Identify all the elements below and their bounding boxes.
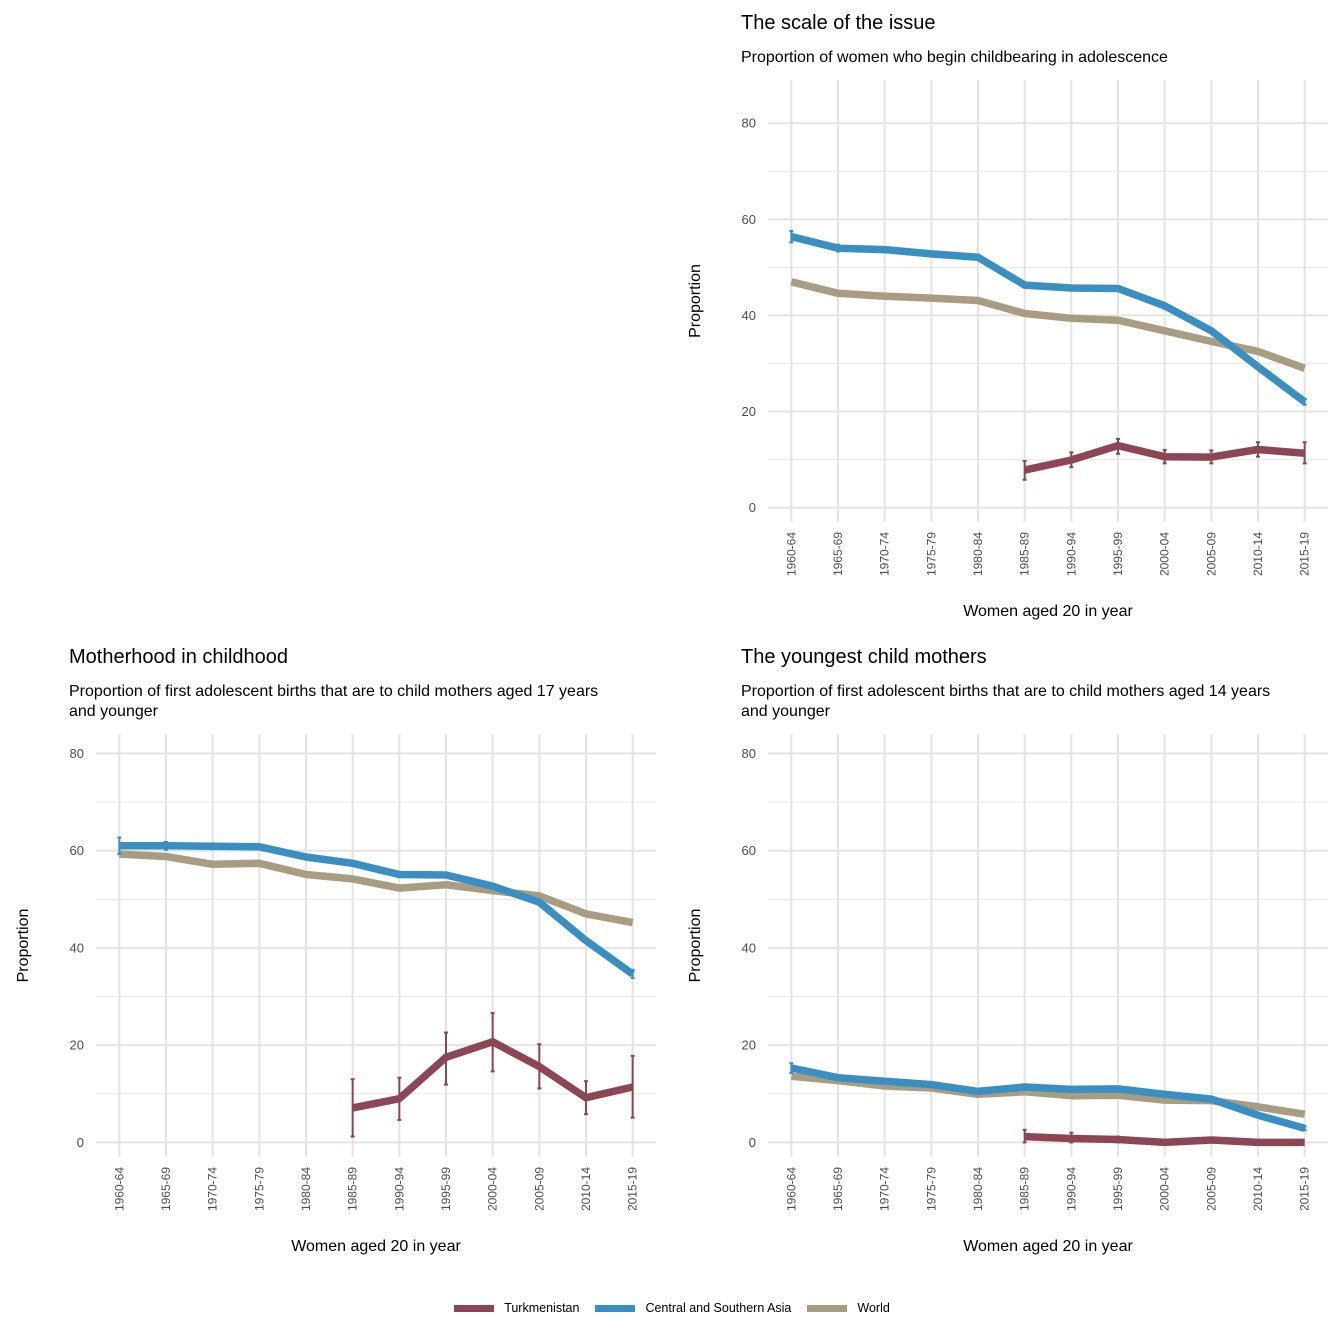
chart-panel-youngest: The youngest child mothers Proportion of… — [672, 642, 1344, 1272]
x-tick-label: 1970-74 — [878, 532, 892, 576]
y-tick-label: 40 — [742, 308, 756, 323]
series-line-world — [790, 278, 1306, 372]
series-line-central-and-southern-asia — [119, 842, 635, 978]
chart-svg: 0 20 40 60 80 1960-64 1965-69 1970-74 1975-79 198… — [687, 80, 1328, 620]
x-tick-label: 1970-74 — [206, 1167, 220, 1211]
x-tick-label: 1975-79 — [924, 532, 938, 576]
x-tick-label: 1980-84 — [299, 1167, 313, 1211]
legend-item: Turkmenistan — [454, 1301, 579, 1315]
x-tick-label: 1995-99 — [1111, 532, 1125, 576]
legend-key-central-southern-asia — [595, 1304, 636, 1312]
x-tick-label: 2010-14 — [579, 1167, 593, 1211]
chart-subtitle: Proportion of first adolescent births th… — [741, 683, 1271, 720]
x-tick-label: 1970-74 — [878, 1167, 892, 1211]
chart-panel-motherhood: Motherhood in childhood Proportion of fi… — [0, 642, 672, 1272]
x-tick-label: 1990-94 — [1064, 532, 1078, 576]
legend-item: World — [807, 1301, 890, 1315]
legend: Turkmenistan Central and Southern Asia W… — [0, 1296, 1344, 1320]
x-tick-label: 1975-79 — [924, 1167, 938, 1211]
y-tick-label: 20 — [742, 404, 756, 419]
x-tick-label: 1965-69 — [831, 1167, 845, 1211]
x-axis-title: Women aged 20 in year — [291, 1238, 461, 1255]
x-tick-label: 2015-19 — [1298, 1167, 1312, 1211]
x-tick-label: 1985-89 — [346, 1167, 360, 1211]
chart-title: Motherhood in childhood — [69, 646, 289, 668]
x-tick-label: 1980-84 — [971, 1167, 985, 1211]
x-axis-title: Women aged 20 in year — [963, 603, 1133, 620]
x-tick-label: 2010-14 — [1251, 532, 1265, 576]
y-tick-label: 40 — [742, 940, 756, 955]
legend-label: World — [857, 1301, 890, 1315]
y-tick-label: 20 — [742, 1038, 756, 1053]
y-tick-label: 60 — [742, 212, 756, 227]
chart-svg: 0 20 40 60 80 1960-64 1965-69 1970-74 1975-79 198… — [15, 734, 656, 1255]
x-tick-label: 2005-09 — [532, 1167, 546, 1211]
legend-key-turkmenistan — [454, 1304, 495, 1312]
x-axis-title: Women aged 20 in year — [963, 1238, 1133, 1255]
legend-key-world — [807, 1304, 848, 1312]
chart-svg: 0 20 40 60 80 1960-64 1965-69 1970-74 1975-79 198… — [687, 734, 1328, 1255]
x-tick-label: 2005-09 — [1204, 1167, 1218, 1211]
x-tick-label: 1960-64 — [784, 532, 798, 576]
x-tick-label: 2015-19 — [626, 1167, 640, 1211]
series-line-world — [119, 850, 634, 927]
y-tick-label: 80 — [742, 746, 756, 761]
x-tick-label: 1990-94 — [1064, 1167, 1078, 1211]
x-tick-label: 2000-04 — [1158, 1167, 1172, 1211]
x-tick-label: 1995-99 — [1111, 1167, 1125, 1211]
x-tick-label: 1960-64 — [112, 1167, 126, 1211]
series-line-central-and-southern-asia — [790, 1064, 1306, 1132]
series-line-central-and-southern-asia — [790, 232, 1307, 405]
x-tick-label: 1980-84 — [971, 532, 985, 576]
chart-title: The scale of the issue — [741, 12, 936, 34]
x-tick-label: 2000-04 — [1158, 532, 1172, 576]
x-tick-label: 1985-89 — [1018, 532, 1032, 576]
y-tick-label: 60 — [70, 843, 84, 858]
legend-item: Central and Southern Asia — [595, 1301, 791, 1315]
x-tick-label: 1985-89 — [1018, 1167, 1032, 1211]
x-tick-label: 1975-79 — [252, 1167, 266, 1211]
y-tick-label: 40 — [70, 940, 84, 955]
x-tick-label: 1965-69 — [159, 1167, 173, 1211]
y-tick-label: 0 — [77, 1135, 84, 1150]
y-axis-title: Proportion — [687, 264, 704, 338]
x-tick-label: 2010-14 — [1251, 1167, 1265, 1211]
y-tick-label: 80 — [70, 746, 84, 761]
x-tick-label: 1995-99 — [439, 1167, 453, 1211]
y-tick-label: 20 — [70, 1038, 84, 1053]
y-axis-title: Proportion — [687, 909, 704, 983]
x-tick-label: 2015-19 — [1298, 532, 1312, 576]
chart-title: The youngest child mothers — [741, 646, 987, 668]
chart-panel-scale: The scale of the issue Proportion of wom… — [672, 0, 1344, 630]
x-tick-label: 1965-69 — [831, 532, 845, 576]
chart-subtitle: Proportion of first adolescent births th… — [69, 683, 599, 720]
y-axis-title: Proportion — [15, 909, 32, 983]
y-tick-label: 0 — [749, 500, 756, 515]
chart-subtitle: Proportion of women who begin childbeari… — [741, 49, 1168, 66]
x-tick-label: 1960-64 — [784, 1167, 798, 1211]
y-tick-label: 0 — [749, 1135, 756, 1150]
legend-label: Turkmenistan — [504, 1301, 580, 1315]
x-tick-label: 2005-09 — [1204, 532, 1218, 576]
x-tick-label: 2000-04 — [486, 1167, 500, 1211]
legend-label: Central and Southern Asia — [645, 1301, 792, 1315]
y-tick-label: 80 — [742, 116, 756, 131]
x-tick-label: 1990-94 — [392, 1167, 406, 1211]
y-tick-label: 60 — [742, 843, 756, 858]
